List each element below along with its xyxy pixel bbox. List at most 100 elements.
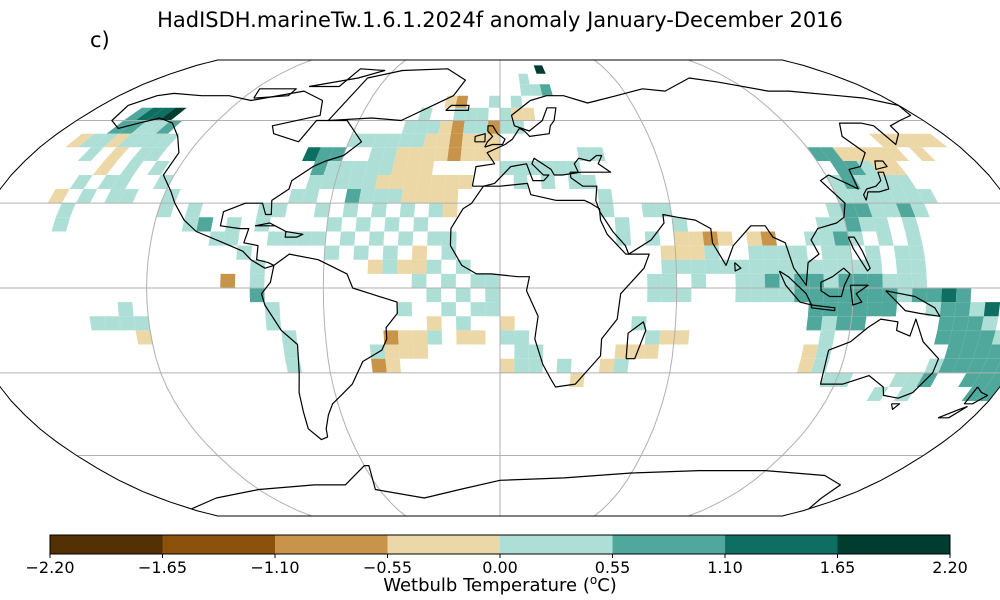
colorbar-tick-label: −0.55: [362, 558, 413, 577]
anomaly-cell: [528, 358, 543, 373]
anomaly-cell: [672, 217, 689, 232]
anomaly-cell: [819, 147, 844, 161]
anomaly-cell: [407, 147, 424, 161]
anomaly-cell: [305, 175, 324, 189]
coastline: [863, 171, 890, 201]
anomaly-cell: [372, 189, 389, 204]
anomaly-cells: [47, 65, 1000, 401]
anomaly-cell: [117, 302, 134, 317]
anomaly-cell: [488, 95, 500, 108]
anomaly-cell: [556, 358, 572, 373]
coastline: [937, 406, 968, 419]
anomaly-cell: [411, 259, 427, 274]
anomaly-cell: [986, 372, 1000, 387]
anomaly-cell: [800, 344, 819, 359]
anomaly-cell: [717, 231, 734, 246]
coastline: [308, 68, 386, 88]
anomaly-cell: [895, 259, 912, 274]
anomaly-cell: [599, 358, 615, 373]
anomaly-cell: [830, 161, 853, 175]
anomaly-cell: [398, 344, 414, 359]
anomaly-cell: [476, 107, 489, 121]
anomaly-cell: [367, 259, 383, 274]
anomaly-cell: [458, 175, 473, 189]
anomaly-cell: [381, 147, 398, 161]
anomaly-cell: [514, 344, 529, 359]
anomaly-cell: [867, 203, 887, 218]
anomaly-cell: [385, 358, 401, 373]
anomaly-cell: [155, 120, 183, 134]
anomaly-cell: [745, 231, 763, 246]
anomaly-cell: [416, 175, 433, 189]
anomaly-cell: [905, 231, 923, 246]
anomaly-cell: [450, 120, 465, 134]
anomaly-cell: [811, 358, 830, 373]
anomaly-cell: [615, 231, 632, 246]
anomaly-cell: [822, 259, 839, 274]
anomaly-cell: [529, 84, 543, 96]
anomaly-cell: [614, 217, 631, 232]
anomaly-cell: [849, 316, 867, 331]
anomaly-cell: [283, 344, 300, 359]
anomaly-cell: [402, 175, 419, 189]
anomaly-cell: [397, 133, 414, 148]
anomaly-cell: [324, 245, 340, 260]
anomaly-cell: [510, 95, 523, 108]
anomaly-cell: [55, 203, 76, 218]
colorbar-tick-label: 0.00: [482, 558, 518, 577]
anomaly-cell: [463, 120, 477, 134]
anomaly-cell: [485, 302, 500, 317]
anomaly-cell: [519, 84, 532, 96]
anomaly-cell: [823, 273, 839, 288]
anomaly-cell: [129, 133, 156, 148]
anomaly-cell: [719, 259, 736, 274]
anomaly-cell: [116, 133, 144, 148]
anomaly-cell: [513, 175, 528, 189]
anomaly-cell: [333, 175, 351, 189]
anomaly-cell: [660, 245, 676, 260]
anomaly-cell: [500, 358, 515, 373]
anomaly-cell: [118, 120, 148, 134]
anomaly-cell: [353, 245, 369, 260]
anomaly-cell: [436, 133, 451, 148]
anomaly-cell: [377, 161, 395, 175]
anomaly-cell: [401, 120, 418, 134]
anomaly-cell: [881, 203, 902, 218]
anomaly-cell: [147, 107, 176, 121]
coastline: [253, 88, 297, 99]
anomaly-cell: [881, 302, 898, 317]
coastline: [284, 230, 304, 238]
anomaly-cell: [511, 107, 524, 121]
anomaly-cell: [987, 344, 1000, 359]
anomaly-cell: [661, 288, 677, 303]
anomaly-cell: [78, 133, 107, 148]
colorbar-swatch: [275, 535, 388, 554]
anomaly-cell: [690, 259, 706, 274]
anomaly-cell: [864, 245, 882, 260]
anomaly-cell: [372, 133, 390, 148]
coastline: [327, 68, 466, 122]
coastline: [484, 125, 506, 148]
anomaly-cell: [287, 189, 306, 204]
anomaly-cell: [500, 330, 515, 345]
anomaly-cell: [893, 245, 911, 260]
anomaly-cell: [412, 330, 428, 345]
anomaly-cell: [975, 387, 1000, 401]
anomaly-cell: [838, 273, 854, 288]
anomaly-cell: [184, 203, 204, 218]
colorbar-swatch: [387, 535, 501, 554]
anomaly-cell: [847, 189, 868, 204]
anomaly-cell: [916, 189, 939, 204]
anomaly-cell: [413, 217, 429, 232]
anomaly-cell: [853, 203, 873, 218]
colorbar-swatch: [500, 535, 613, 554]
anomaly-cell: [533, 65, 546, 74]
anomaly-cell: [77, 147, 104, 161]
anomaly-cell: [705, 259, 721, 274]
anomaly-cell: [948, 330, 967, 345]
anomaly-cell: [415, 189, 431, 204]
anomaly-cell: [991, 330, 1000, 345]
anomaly-cell: [832, 147, 857, 161]
coastline: [471, 77, 912, 286]
anomaly-cell: [443, 189, 459, 204]
